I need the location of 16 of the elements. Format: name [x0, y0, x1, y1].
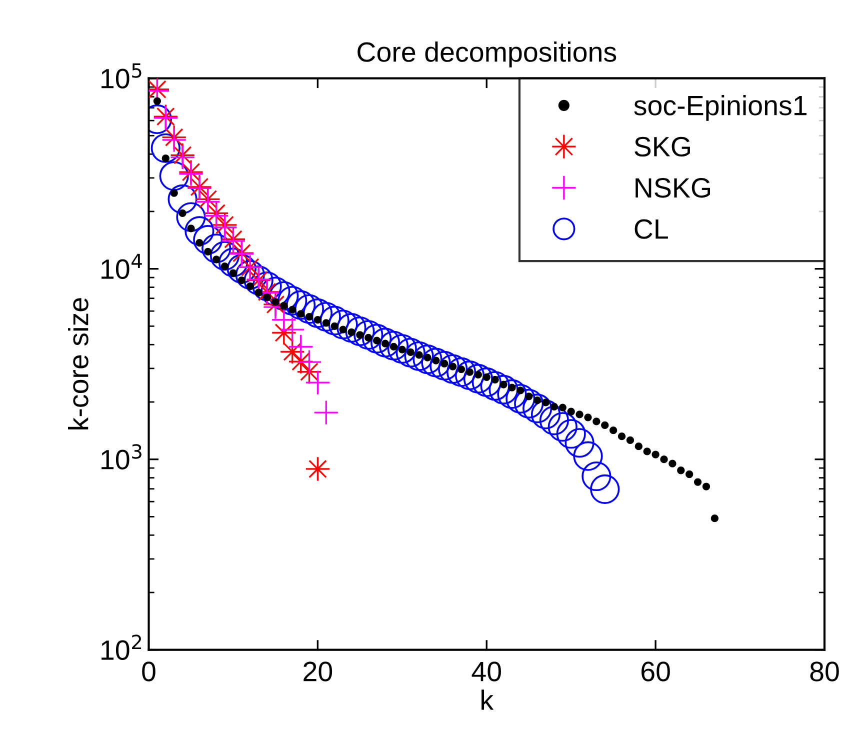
legend-label: SKG: [634, 136, 690, 157]
x-tick-label: 20: [304, 662, 332, 682]
x-tick-label: 60: [642, 662, 670, 682]
y-tick-label: 10$^{3}$: [102, 444, 142, 470]
legend-label: soc-Epinions1: [634, 94, 806, 121]
y-tick-label: 10$^{5}$: [102, 63, 142, 88]
chart-title: Core decompositions: [358, 42, 616, 68]
x-tick-label: 0: [142, 662, 156, 682]
x-axis-title: k: [482, 690, 494, 710]
legend-label: NSKG: [636, 178, 710, 198]
legend-label: CL: [634, 219, 668, 239]
y-tick-label: 10$^{2}$: [102, 634, 142, 660]
x-tick-label: 80: [810, 662, 839, 682]
x-tick-label: 40: [472, 662, 501, 682]
y-tick-label: 10$^{4}$: [102, 254, 142, 279]
y-axis-title: k-core size: [68, 298, 88, 430]
